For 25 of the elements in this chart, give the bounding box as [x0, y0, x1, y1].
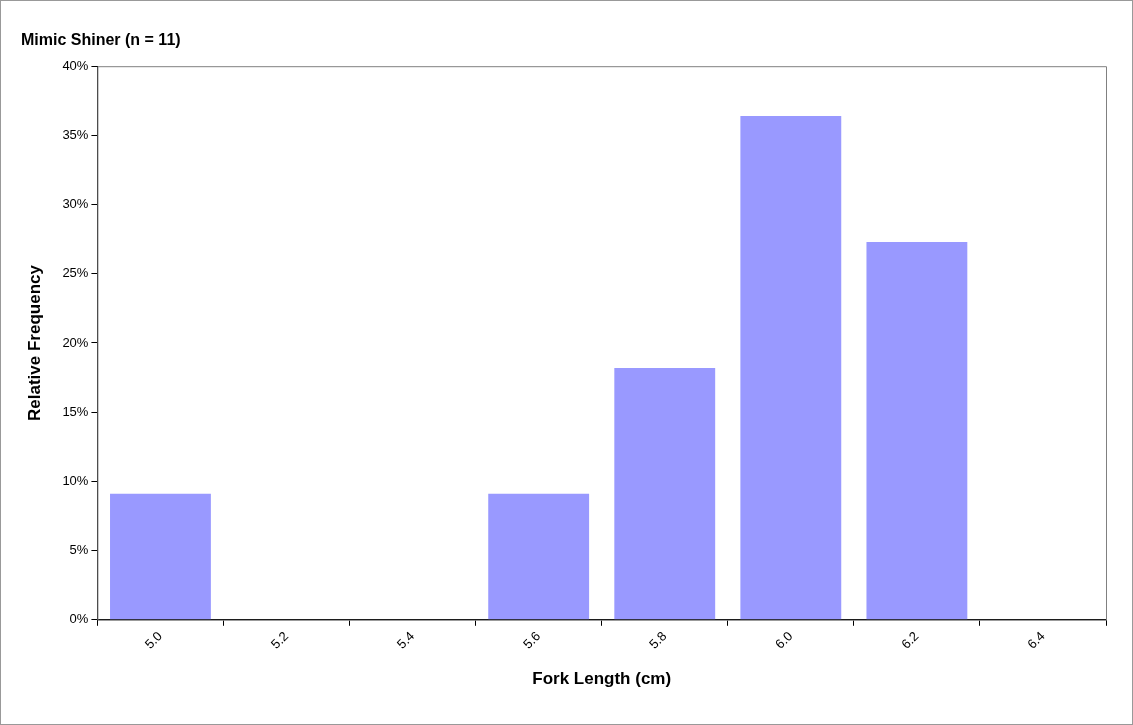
- x-tick-label: 6.4: [1024, 628, 1048, 652]
- x-tick-label: 5.2: [267, 628, 292, 652]
- bar: [614, 367, 716, 620]
- y-tick-label: 30%: [62, 196, 89, 212]
- y-tick-label: 40%: [62, 57, 89, 73]
- bar: [740, 116, 842, 620]
- chart-title: Mimic Shiner (n = 11): [21, 31, 181, 49]
- x-tick-label: 5.0: [141, 628, 166, 652]
- y-tick-label: 25%: [62, 265, 89, 281]
- x-tick-label: 5.8: [646, 628, 670, 652]
- x-axis-title: Fork Length (cm): [532, 669, 672, 689]
- y-tick-label: 20%: [62, 334, 89, 350]
- y-tick-label: 15%: [62, 403, 89, 419]
- y-tick-label: 10%: [62, 472, 89, 488]
- y-tick-label: 35%: [62, 126, 89, 142]
- y-tick-label: 0%: [69, 611, 89, 627]
- x-tick-label: 5.6: [519, 628, 544, 652]
- x-tick-label: 6.2: [898, 628, 922, 652]
- x-tick-label: 6.0: [772, 628, 796, 652]
- bar: [866, 241, 968, 620]
- y-axis-title: Relative Frequency: [24, 264, 44, 421]
- bar: [110, 493, 211, 620]
- x-tick-label: 5.4: [393, 628, 418, 652]
- bar: [488, 493, 590, 620]
- y-tick-label: 5%: [69, 542, 89, 558]
